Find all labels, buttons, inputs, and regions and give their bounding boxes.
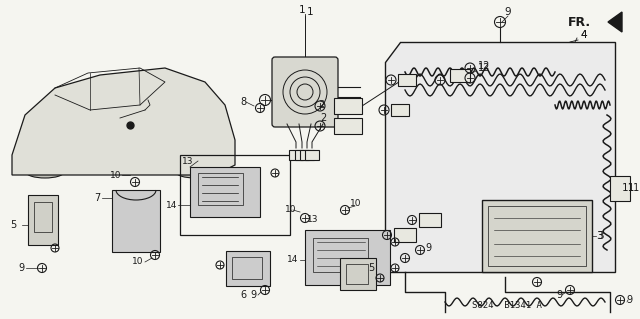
Text: 9: 9: [18, 263, 24, 273]
Text: 10: 10: [285, 205, 296, 214]
Bar: [419, 213, 441, 227]
Bar: [112, 190, 160, 252]
Bar: [305, 150, 319, 160]
Text: 4: 4: [580, 30, 587, 40]
Bar: [226, 251, 270, 286]
Text: 11: 11: [622, 183, 636, 193]
Text: 13: 13: [307, 216, 319, 225]
Bar: [334, 118, 362, 134]
Polygon shape: [12, 68, 235, 175]
Text: 9: 9: [626, 295, 632, 305]
Text: 10: 10: [132, 257, 143, 266]
Polygon shape: [385, 42, 615, 272]
Bar: [190, 167, 260, 217]
Text: 9: 9: [504, 7, 511, 17]
Text: 2: 2: [320, 113, 326, 123]
Bar: [198, 173, 243, 205]
Text: 10: 10: [110, 170, 122, 180]
Text: 9: 9: [556, 290, 562, 300]
Text: S824- B1341 A: S824- B1341 A: [472, 301, 542, 310]
Bar: [28, 195, 58, 245]
Text: 7: 7: [94, 193, 100, 203]
Text: 6: 6: [240, 290, 246, 300]
Text: 3: 3: [597, 231, 604, 241]
Bar: [488, 206, 586, 266]
Text: 9: 9: [425, 243, 431, 253]
Bar: [346, 264, 368, 284]
Text: 1: 1: [307, 7, 314, 17]
Text: 2: 2: [318, 100, 324, 110]
Bar: [482, 200, 592, 272]
Bar: [334, 98, 362, 114]
Bar: [610, 175, 630, 201]
Bar: [394, 228, 416, 242]
Text: 13: 13: [182, 157, 193, 166]
Ellipse shape: [176, 166, 214, 178]
Text: 12: 12: [478, 61, 490, 71]
Text: 9: 9: [250, 290, 256, 300]
FancyBboxPatch shape: [272, 57, 338, 127]
Text: 14: 14: [166, 201, 177, 210]
Text: 8: 8: [240, 97, 246, 107]
Bar: [391, 104, 409, 116]
Text: 12: 12: [478, 63, 490, 73]
Bar: [300, 150, 314, 160]
Ellipse shape: [26, 166, 64, 178]
Text: FR.: FR.: [568, 16, 591, 28]
Bar: [289, 150, 303, 160]
Polygon shape: [608, 12, 622, 32]
Bar: [232, 257, 262, 279]
Bar: [340, 258, 376, 290]
Bar: [305, 230, 390, 285]
Bar: [450, 69, 470, 81]
Bar: [313, 238, 368, 272]
Text: 3: 3: [596, 231, 603, 241]
Bar: [180, 155, 290, 235]
Text: 14: 14: [287, 256, 298, 264]
Bar: [295, 150, 309, 160]
Text: 5: 5: [10, 220, 16, 230]
Text: 10: 10: [350, 199, 362, 209]
Text: 4: 4: [580, 30, 587, 40]
Text: 5: 5: [368, 263, 374, 273]
Text: 1: 1: [299, 5, 305, 15]
Text: 11: 11: [628, 183, 640, 193]
Bar: [34, 202, 52, 232]
Bar: [398, 74, 416, 86]
